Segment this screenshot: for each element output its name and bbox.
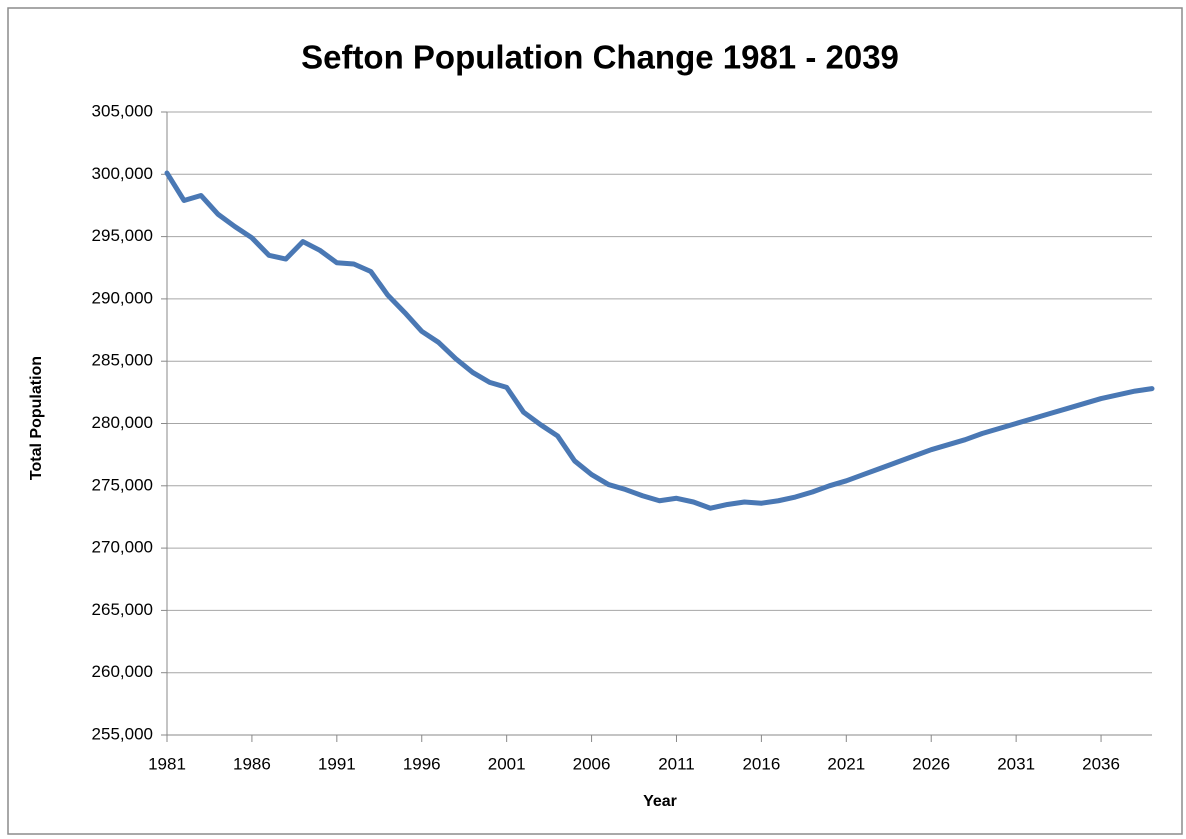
y-axis-label: Total Population (28, 356, 45, 480)
y-tick-label: 265,000 (92, 600, 153, 619)
x-tick-label: 2031 (997, 754, 1035, 773)
y-tick-label: 255,000 (92, 724, 153, 743)
y-tick-label: 270,000 (92, 538, 153, 557)
x-tick-label: 1991 (318, 754, 356, 773)
data-line (164, 170, 1155, 511)
y-tick-label: 280,000 (92, 413, 153, 432)
x-tick-label: 1981 (148, 754, 186, 773)
x-tick-label: 2036 (1082, 754, 1120, 773)
y-tick-label: 275,000 (92, 475, 153, 494)
x-tick-label: 1986 (233, 754, 271, 773)
x-tick-label: 2021 (827, 754, 865, 773)
y-tick-label: 300,000 (92, 164, 153, 183)
chart-title: Sefton Population Change 1981 - 2039 (301, 39, 899, 76)
x-tick-label: 2006 (573, 754, 611, 773)
x-tick-label: 1996 (403, 754, 441, 773)
x-tick-label: 2026 (912, 754, 950, 773)
y-tick-label: 285,000 (92, 351, 153, 370)
x-axis-label: Year (643, 793, 677, 810)
x-tick-label: 2011 (658, 754, 695, 773)
y-tick-label: 290,000 (92, 288, 153, 307)
y-tick-label: 305,000 (92, 101, 153, 120)
y-tick-label: 295,000 (92, 226, 153, 245)
x-tick-label: 2016 (742, 754, 780, 773)
chart-frame (7, 7, 1183, 835)
x-tick-label: 2001 (488, 754, 526, 773)
y-tick-label: 260,000 (92, 662, 153, 681)
